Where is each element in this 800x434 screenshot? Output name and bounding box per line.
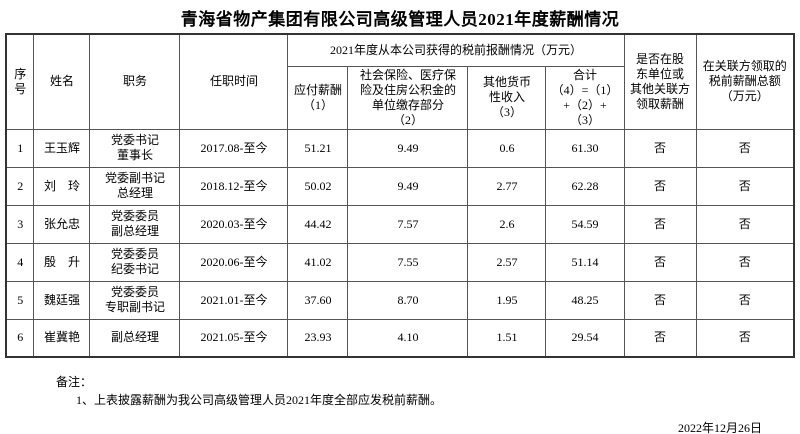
cell-total: 48.25 [545,280,625,320]
header-other-income: 其他货币 性收入 （3） [467,65,547,130]
cell-index: 5 [5,280,35,320]
cell-related: 否 [695,166,795,206]
table-row: 4 殷 升 党委委员 纪委书记 2020.06-至今 41.02 7.55 2.… [5,242,795,282]
table-row: 6 崔冀艳 副总经理 2021.05-至今 23.93 4.10 1.51 29… [5,318,795,358]
cell-shareholder: 否 [623,128,697,168]
table-row: 1 王玉辉 党委书记 董事长 2017.08-至今 51.21 9.49 0.6… [5,128,795,168]
cell-insurance: 8.70 [347,280,469,320]
notes-label: 备注： [56,375,93,389]
cell-index: 4 [5,242,35,282]
table-row: 2 刘 玲 党委副书记 总经理 2018.12-至今 50.02 9.49 2.… [5,166,795,206]
cell-salary: 37.60 [287,280,349,320]
cell-salary: 51.21 [287,128,349,168]
cell-position: 党委书记 董事长 [89,128,181,168]
cell-total: 61.30 [545,128,625,168]
header-total: 合计 （4）=（1） +（2）+ （3） [545,65,625,130]
cell-name: 魏廷强 [33,280,91,320]
header-related: 在关联方领取的 税前薪酬总额 （万元） [695,33,795,130]
cell-other: 2.77 [467,166,547,206]
header-position: 职务 [89,33,181,130]
header-shareholder: 是否在股 东单位或 其他关联方 领取薪酬 [623,33,697,130]
cell-name: 王玉辉 [33,128,91,168]
notes-section: 备注： 1、上表披露薪酬为我公司高级管理人员2021年度全部应发税前薪酬。 [0,373,800,409]
cell-tenure: 2021.05-至今 [179,318,289,358]
cell-salary: 23.93 [287,318,349,358]
page-title: 青海省物产集团有限公司高级管理人员2021年度薪酬情况 [180,10,620,29]
header-tenure: 任职时间 [179,33,289,130]
cell-total: 54.59 [545,204,625,244]
cell-position: 党委副书记 总经理 [89,166,181,206]
cell-other: 2.6 [467,204,547,244]
note-line-1: 1、上表披露薪酬为我公司高级管理人员2021年度全部应发税前薪酬。 [76,393,443,407]
cell-tenure: 2018.12-至今 [179,166,289,206]
header-index: 序 号 [5,33,35,130]
cell-salary: 41.02 [287,242,349,282]
cell-related: 否 [695,204,795,244]
cell-position: 党委委员 副总经理 [89,204,181,244]
cell-total: 51.14 [545,242,625,282]
header-name: 姓名 [33,33,91,130]
header-salary: 应付薪酬 （1） [287,65,349,130]
cell-index: 6 [5,318,35,358]
cell-insurance: 9.49 [347,166,469,206]
cell-salary: 50.02 [287,166,349,206]
cell-total: 29.54 [545,318,625,358]
cell-shareholder: 否 [623,242,697,282]
cell-index: 2 [5,166,35,206]
cell-insurance: 7.57 [347,204,469,244]
cell-insurance: 9.49 [347,128,469,168]
cell-index: 1 [5,128,35,168]
cell-total: 62.28 [545,166,625,206]
cell-related: 否 [695,318,795,358]
cell-name: 刘 玲 [33,166,91,206]
cell-salary: 44.42 [287,204,349,244]
cell-tenure: 2020.03-至今 [179,204,289,244]
cell-other: 2.57 [467,242,547,282]
cell-name: 张允忠 [33,204,91,244]
cell-related: 否 [695,128,795,168]
cell-shareholder: 否 [623,204,697,244]
cell-name: 崔冀艳 [33,318,91,358]
cell-position: 党委委员 纪委书记 [89,242,181,282]
table-row: 3 张允忠 党委委员 副总经理 2020.03-至今 44.42 7.57 2.… [5,204,795,244]
cell-related: 否 [695,242,795,282]
cell-name: 殷 升 [33,242,91,282]
table-row: 5 魏廷强 党委委员 专职副书记 2021.01-至今 37.60 8.70 1… [5,280,795,320]
cell-related: 否 [695,280,795,320]
cell-shareholder: 否 [623,280,697,320]
cell-insurance: 7.55 [347,242,469,282]
salary-table: 序 号 姓名 职务 任职时间 2021年度从本公司获得的税前报酬情况（万元） 是… [4,33,795,358]
cell-tenure: 2021.01-至今 [179,280,289,320]
cell-shareholder: 否 [623,166,697,206]
cell-tenure: 2017.08-至今 [179,128,289,168]
cell-other: 0.6 [467,128,547,168]
report-date: 2022年12月26日 [677,421,762,434]
cell-tenure: 2020.06-至今 [179,242,289,282]
header-insurance: 社会保险、医疗保 险及住房公积金的 单位缴存部分 （2） [347,65,469,130]
cell-position: 副总经理 [89,318,181,358]
cell-insurance: 4.10 [347,318,469,358]
cell-other: 1.51 [467,318,547,358]
cell-shareholder: 否 [623,318,697,358]
header-group-pretax: 2021年度从本公司获得的税前报酬情况（万元） [287,33,625,67]
cell-position: 党委委员 专职副书记 [89,280,181,320]
cell-index: 3 [5,204,35,244]
cell-other: 1.95 [467,280,547,320]
